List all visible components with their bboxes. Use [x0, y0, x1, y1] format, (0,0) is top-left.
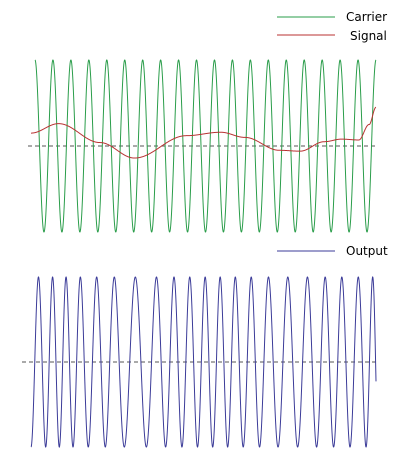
legend-carrier-label: Carrier	[346, 10, 387, 24]
carrier-series-line	[34, 59, 377, 233]
top-legend: Carrier Signal	[277, 10, 387, 43]
carrier-signal-panel: Carrier Signal	[28, 10, 387, 233]
bottom-legend: Output	[277, 244, 388, 258]
legend-output-label: Output	[346, 244, 388, 258]
output-series-line	[30, 276, 377, 448]
legend-signal-label: Signal	[350, 29, 387, 43]
output-panel: Output	[22, 244, 388, 448]
signal-series-line	[31, 106, 377, 159]
